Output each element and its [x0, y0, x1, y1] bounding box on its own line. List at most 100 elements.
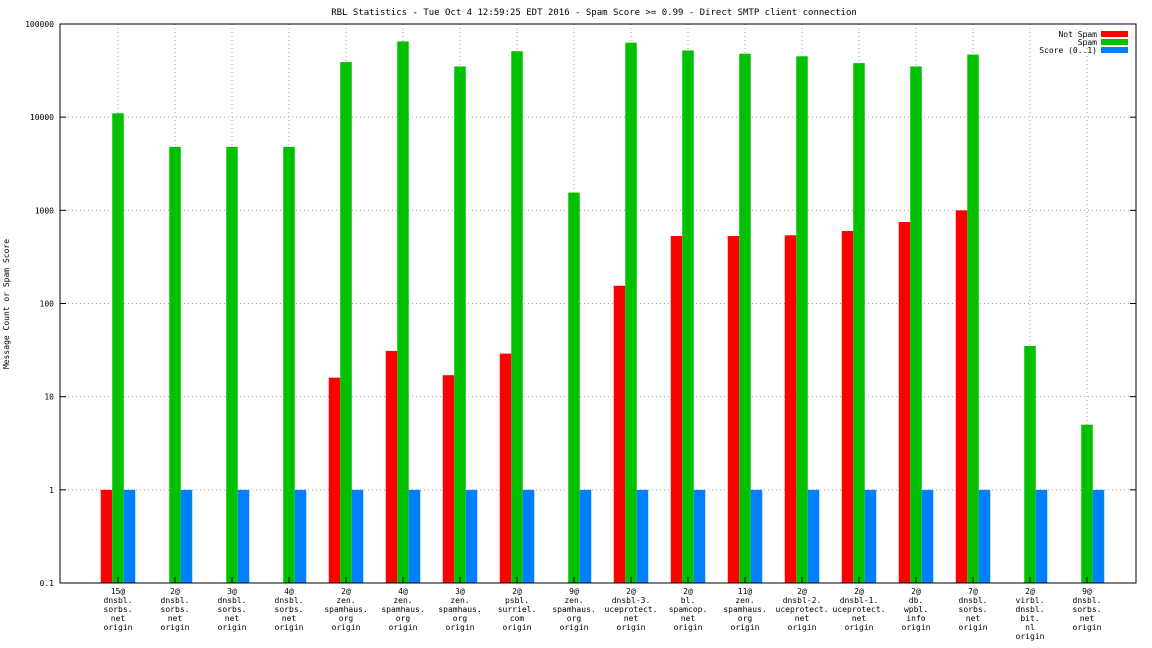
bar-spam [397, 41, 409, 584]
x-tick-label-line: origin [1073, 623, 1102, 632]
bar-score-0-1 [351, 489, 364, 583]
x-tick-label-line: 2@ [512, 587, 522, 596]
x-tick-label-line: zen. [735, 596, 754, 605]
x-tick-label: 11@ zen. spamhaus. org origin [723, 587, 766, 632]
x-tick-label-line: 2@ [1025, 587, 1035, 596]
bar-not-spam [955, 210, 968, 584]
bar-spam [568, 192, 580, 583]
x-tick-label: 2@ dnsbl-1. uceprotect. net origin [833, 587, 886, 632]
bar-spam [796, 56, 808, 584]
x-tick-label-line: spamhaus. [723, 605, 766, 614]
x-tick-label-line: origin [788, 623, 817, 632]
x-tick-label-line: net [624, 614, 639, 623]
bar-score-0-1 [180, 489, 193, 583]
x-tick-label-line: dnsbl. [1073, 596, 1102, 605]
bar-spam [283, 146, 295, 583]
bar-not-spam [100, 489, 113, 583]
x-tick-label: 2@ psbl. surriel. com origin [498, 587, 537, 632]
bar-spam [625, 42, 637, 584]
x-tick-label: 2@ virbl. dnsbl. bit. nl origin [1016, 587, 1045, 641]
x-tick-label-line: 3@ [227, 587, 237, 596]
x-tick-label-line: sorbs. [104, 605, 133, 614]
x-tick-label-line: psbl. [505, 596, 529, 605]
chart-title: RBL Statistics - Tue Oct 4 12:59:25 EDT … [331, 8, 857, 18]
bar-not-spam [328, 377, 341, 583]
x-tick-label-line: origin [161, 623, 190, 632]
bar-not-spam [442, 375, 455, 583]
bar-not-spam [841, 231, 854, 583]
x-tick-label-line: origin [845, 623, 874, 632]
bar-score-0-1 [522, 489, 535, 583]
x-tick-label-line: bl. [681, 596, 695, 605]
x-tick-label: 3@ zen. spamhaus. org origin [438, 587, 481, 632]
x-tick-label-line: net [852, 614, 867, 623]
x-tick-label-line: dnsbl-1. [840, 596, 879, 605]
bar-score-0-1 [978, 489, 991, 583]
x-tick-label-line: 4@ [284, 587, 294, 596]
y-tick-label: 100000 [25, 20, 54, 29]
x-tick-label-line: zen. [336, 596, 355, 605]
legend-label: Spam [1078, 38, 1097, 47]
bar-not-spam [613, 285, 626, 583]
x-tick-label-line: 9@ [569, 587, 579, 596]
x-tick-label-line: dnsbl. [104, 596, 133, 605]
x-tick-label-line: 7@ [968, 587, 978, 596]
x-tick-label-line: zen. [450, 596, 469, 605]
x-tick-label-line: 15@ [111, 587, 126, 596]
x-tick-label-line: origin [560, 623, 589, 632]
x-tick-label-line: org [738, 614, 753, 623]
x-tick-label: 2@ bl. spamcop. net origin [669, 587, 708, 632]
x-tick-label-line: org [453, 614, 468, 623]
x-tick-label-line: org [396, 614, 411, 623]
x-tick-label: 9@ zen. spamhaus. org origin [552, 587, 595, 632]
x-tick-label-line: origin [389, 623, 418, 632]
x-tick-label-line: origin [902, 623, 931, 632]
bar-spam [739, 53, 751, 583]
x-tick-label-line: 4@ [398, 587, 408, 596]
x-tick-label-line: net [681, 614, 696, 623]
x-tick-label-line: db. [909, 596, 923, 605]
x-tick-label-line: 3@ [455, 587, 465, 596]
x-tick-label-line: origin [1016, 632, 1045, 641]
x-tick-label-line: sorbs. [1073, 605, 1102, 614]
bar-spam [340, 62, 352, 584]
x-tick-label-line: net [282, 614, 297, 623]
x-tick-label: 2@ dnsbl-2. uceprotect. net origin [776, 587, 829, 632]
x-tick-label-line: origin [617, 623, 646, 632]
bar-score-0-1 [693, 489, 706, 583]
x-tick-label-line: uceprotect. [605, 605, 658, 614]
x-tick-label-line: org [567, 614, 582, 623]
x-tick-label: 3@ dnsbl. sorbs. net origin [218, 587, 247, 632]
bar-spam [1081, 424, 1093, 583]
bar-score-0-1 [579, 489, 592, 583]
bar-not-spam [727, 236, 740, 583]
bar-score-0-1 [864, 489, 877, 583]
x-tick-label-line: origin [503, 623, 532, 632]
x-tick-label: 7@ dnsbl. sorbs. net origin [959, 587, 988, 632]
x-tick-label-line: sorbs. [959, 605, 988, 614]
x-tick-label-line: zen. [393, 596, 412, 605]
x-tick-label-line: virbl. [1016, 596, 1045, 605]
bar-score-0-1 [237, 489, 250, 583]
x-tick-label-line: 2@ [911, 587, 921, 596]
x-tick-label-line: spamhaus. [552, 605, 595, 614]
y-tick-label: 10000 [30, 113, 54, 122]
legend-swatch [1101, 39, 1128, 45]
bar-score-0-1 [408, 489, 421, 583]
x-tick-label: 9@ dnsbl. sorbs. net origin [1073, 587, 1102, 632]
x-tick-label: 2@ zen. spamhaus. org origin [324, 587, 367, 632]
bar-spam [910, 66, 922, 583]
x-tick-label: 2@ dnsbl. sorbs. net origin [161, 587, 190, 632]
x-tick-label-line: 2@ [683, 587, 693, 596]
y-tick-label: 1 [49, 486, 54, 495]
bar-not-spam [670, 236, 683, 583]
x-tick-label-line: net [795, 614, 810, 623]
x-tick-label-line: info [906, 614, 925, 623]
bar-score-0-1 [636, 489, 649, 583]
x-tick-label-line: spamhaus. [381, 605, 424, 614]
bar-score-0-1 [750, 489, 763, 583]
x-tick-label-line: dnsbl. [161, 596, 190, 605]
x-tick-label-line: 9@ [1082, 587, 1092, 596]
